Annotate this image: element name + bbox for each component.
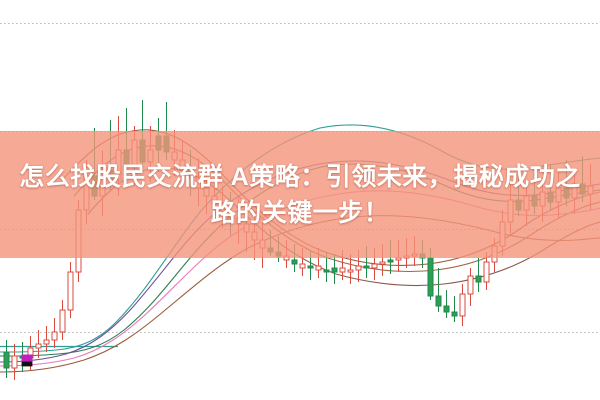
candle-body-41 [331,267,338,273]
candle-body-19 [155,135,162,151]
candle-body-52 [419,253,426,259]
candle-9 [75,200,82,282]
candle-body-8 [67,271,74,311]
candle-body-17 [139,139,146,163]
candle-body-64 [515,199,522,211]
candle-body-16 [131,139,138,169]
candle-4 [35,330,42,358]
candle-body-29 [235,217,242,225]
candle-56 [451,296,458,322]
candle-57 [459,284,466,326]
candle-body-65 [523,195,530,211]
candle-body-47 [379,261,386,265]
candle-body-39 [315,265,322,271]
candle-body-69 [555,187,562,203]
candle-body-67 [539,191,546,207]
candle-body-43 [347,269,354,273]
candle-body-63 [507,199,514,223]
candle-body-30 [243,223,250,233]
candle-body-33 [267,247,274,253]
candle-body-48 [387,259,394,263]
candle-body-40 [323,269,330,273]
candle-body-9 [75,209,82,273]
candle-55 [443,290,450,318]
candle-body-7 [59,309,66,333]
candle-43 [347,254,354,284]
candle-body-4 [35,343,42,349]
candle-54 [435,268,442,312]
candle-body-60 [483,261,490,283]
candle-body-73 [587,185,594,195]
candle-60 [483,252,490,290]
candle-body-24 [195,177,202,189]
candle-body-18 [147,149,154,163]
candle-body-21 [171,151,178,161]
candle-body-50 [403,255,410,259]
candle-8 [67,262,74,318]
candle-body-32 [259,239,266,249]
candle-body-6 [51,331,58,341]
candle-body-0 [3,351,10,369]
candle-body-28 [227,211,234,219]
candle-body-61 [491,245,498,263]
candle-body-38 [307,265,314,269]
candle-body-49 [395,257,402,261]
candle-body-56 [451,311,458,317]
candle-body-23 [187,169,194,179]
candle-6 [51,318,58,348]
candle-body-42 [339,267,346,273]
candle-body-5 [43,339,50,345]
candle-body-71 [571,183,578,199]
entry-marker [21,354,33,363]
candle-7 [59,300,66,340]
candle-body-62 [499,221,506,247]
candle-body-44 [355,265,362,271]
candle-body-11 [91,175,98,197]
candle-body-55 [443,305,450,313]
candle-5 [43,326,50,352]
candle-body-10 [83,175,90,211]
candle-0 [3,340,10,378]
candle-body-20 [163,135,170,153]
candle-body-31 [251,231,258,241]
candle-body-54 [435,295,442,307]
candle-body-35 [283,255,290,261]
candle-body-59 [475,275,482,283]
candle-body-72 [579,183,586,195]
candle-body-1 [11,355,18,369]
candle-body-68 [547,191,554,203]
candle-body-26 [211,195,218,205]
candle-58 [467,268,474,306]
candle-body-45 [363,265,370,269]
candle-body-37 [299,263,306,269]
candle-body-57 [459,293,466,317]
entry-marker-shadow [21,361,33,367]
candle-body-13 [107,169,114,181]
candle-body-34 [275,251,282,257]
candle-body-36 [291,259,298,265]
candle-body-51 [411,253,418,257]
candle-body-12 [99,169,106,197]
candle-body-53 [427,257,434,297]
candle-59 [475,258,482,292]
candle-body-25 [203,187,210,197]
position-marker [21,354,33,367]
candle-body-46 [371,263,378,269]
candle-41 [331,254,338,284]
candle-body-66 [531,195,538,207]
candle-body-15 [123,149,130,169]
candle-body-22 [179,159,186,171]
candle-body-14 [115,149,122,181]
candle-1 [11,344,18,380]
candle-body-58 [467,275,474,295]
candle-body-70 [563,187,570,199]
candle-body-27 [219,203,226,213]
